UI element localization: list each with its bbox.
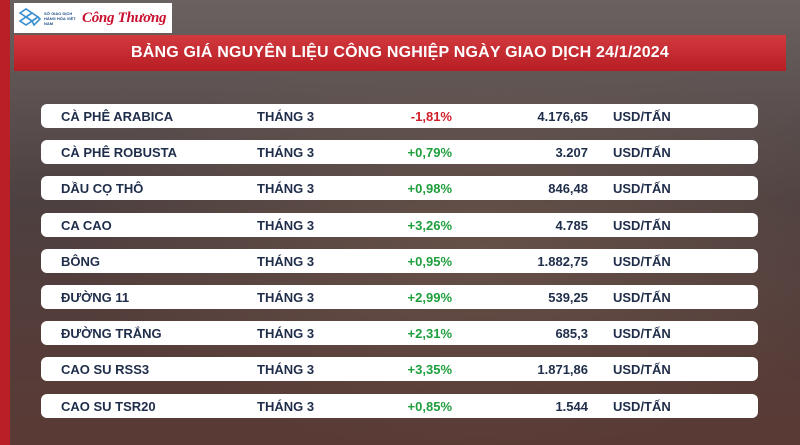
commodity-name: CAO SU RSS3 bbox=[61, 362, 150, 378]
price-change: +0,98% bbox=[407, 181, 452, 197]
table-row: CAO SU RSS3 THÁNG 3 +3,35% 1.871,86 USD/TẤN bbox=[41, 357, 758, 382]
commodity-name: CÀ PHÊ ROBUSTA bbox=[61, 145, 178, 161]
table-row: CÀ PHÊ ARABICA THÁNG 3 -1,81% 4.176,65 USD/T… bbox=[41, 104, 758, 128]
price-unit: USD/TẤN bbox=[613, 398, 671, 414]
price-change: +3,26% bbox=[407, 217, 452, 233]
commodity-name: ĐƯỜNG TRẮNG bbox=[61, 326, 162, 342]
price-value: 4.785 bbox=[555, 217, 588, 233]
price-unit: USD/TẤN bbox=[613, 145, 671, 161]
table-row: CAO SU TSR20 THÁNG 3 +0,85% 1.544 USD/TẤN bbox=[41, 393, 758, 418]
table-row: DẦU CỌ THÔ THÁNG 3 +0,98% 846,48 USD/TẤN bbox=[41, 176, 758, 201]
exchange-logo-icon bbox=[18, 8, 42, 27]
contract-month: THÁNG 3 bbox=[257, 398, 315, 414]
contract-month: THÁNG 3 bbox=[257, 289, 315, 305]
contract-month: THÁNG 3 bbox=[257, 145, 315, 161]
table-row: BÔNG THÁNG 3 +0,95% 1.882,75 USD/TẤN bbox=[41, 248, 758, 273]
price-value: 1.871,86 bbox=[537, 362, 588, 378]
commodity-name: DẦU CỌ THÔ bbox=[61, 181, 144, 197]
contract-month: THÁNG 3 bbox=[257, 253, 315, 269]
price-value: 4.176,65 bbox=[537, 109, 588, 124]
commodity-name: ĐƯỜNG 11 bbox=[61, 289, 130, 305]
table-row: ĐƯỜNG TRẮNG THÁNG 3 +2,31% 685,3 USD/TẤN bbox=[41, 321, 758, 346]
table-row: CA CAO THÁNG 3 +3,26% 4.785 USD/TẤN bbox=[41, 212, 758, 237]
price-unit: USD/TẤN bbox=[613, 181, 671, 197]
commodity-name: CA CAO bbox=[61, 217, 112, 233]
title-bar: BẢNG GIÁ NGUYÊN LIỆU CÔNG NGHIỆP NGÀY GI… bbox=[14, 35, 786, 71]
price-change: +3,35% bbox=[407, 362, 452, 378]
contract-month: THÁNG 3 bbox=[257, 181, 315, 197]
price-unit: USD/TẤN bbox=[613, 289, 671, 305]
price-unit: USD/TẤN bbox=[613, 253, 671, 269]
commodity-name: CÀ PHÊ ARABICA bbox=[61, 109, 174, 124]
price-value: 685,3 bbox=[555, 326, 588, 342]
price-change: +0,79% bbox=[407, 145, 452, 161]
table-row: ĐƯỜNG 11 THÁNG 3 +2,99% 539,25 USD/TẤN bbox=[41, 284, 758, 309]
brand-logo-text: Công Thương bbox=[82, 9, 167, 26]
price-unit: USD/TẤN bbox=[613, 109, 671, 124]
price-unit: USD/TẤN bbox=[613, 217, 671, 233]
price-change: +2,31% bbox=[407, 326, 452, 342]
price-unit: USD/TẤN bbox=[613, 326, 671, 342]
left-accent-strip bbox=[0, 0, 10, 445]
price-unit: USD/TẤN bbox=[613, 362, 671, 378]
price-value: 539,25 bbox=[548, 289, 588, 305]
contract-month: THÁNG 3 bbox=[257, 217, 315, 233]
contract-month: THÁNG 3 bbox=[257, 326, 315, 342]
price-change: +2,99% bbox=[407, 289, 452, 305]
logo-area: SỞ GIAO DỊCH HÀNG HÓA VIỆT NAM Công Thươ… bbox=[14, 3, 172, 33]
price-change: +0,95% bbox=[407, 253, 452, 269]
page-title: BẢNG GIÁ NGUYÊN LIỆU CÔNG NGHIỆP NGÀY GI… bbox=[130, 44, 670, 61]
table-row: CÀ PHÊ ROBUSTA THÁNG 3 +0,79% 3.207 USD/TẤN bbox=[41, 140, 758, 165]
price-value: 1.544 bbox=[555, 398, 588, 414]
price-value: 1.882,75 bbox=[537, 253, 588, 269]
price-table: CÀ PHÊ ARABICA THÁNG 3 -1,81% 4.176,65 USD/T… bbox=[41, 104, 758, 430]
contract-month: THÁNG 3 bbox=[257, 362, 315, 378]
price-value: 846,48 bbox=[548, 181, 588, 197]
commodity-name: BÔNG bbox=[61, 253, 100, 269]
price-value: 3.207 bbox=[555, 145, 588, 161]
contract-month: THÁNG 3 bbox=[257, 109, 315, 124]
price-change: +0,85% bbox=[407, 398, 452, 414]
exchange-logo-text: SỞ GIAO DỊCH HÀNG HÓA VIỆT NAM bbox=[44, 10, 76, 26]
price-change: -1,81% bbox=[410, 109, 452, 124]
commodity-name: CAO SU TSR20 bbox=[61, 398, 156, 414]
